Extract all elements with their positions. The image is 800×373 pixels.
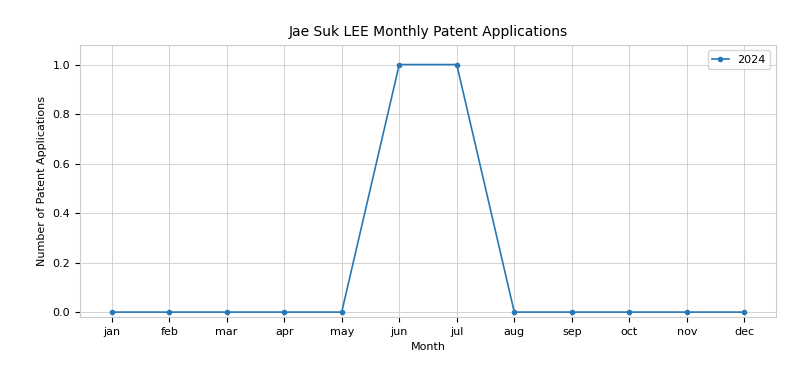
2024 (452, 62, 462, 67)
2024 (567, 310, 577, 314)
2024 (510, 310, 519, 314)
2024 (625, 310, 634, 314)
2024 (394, 62, 404, 67)
Line: 2024: 2024 (110, 63, 746, 314)
2024 (337, 310, 346, 314)
2024 (682, 310, 692, 314)
2024 (279, 310, 289, 314)
2024 (222, 310, 231, 314)
2024 (107, 310, 117, 314)
2024 (164, 310, 174, 314)
2024 (739, 310, 749, 314)
Title: Jae Suk LEE Monthly Patent Applications: Jae Suk LEE Monthly Patent Applications (289, 25, 567, 40)
Y-axis label: Number of Patent Applications: Number of Patent Applications (37, 96, 47, 266)
X-axis label: Month: Month (410, 342, 446, 352)
Legend: 2024: 2024 (708, 50, 770, 69)
